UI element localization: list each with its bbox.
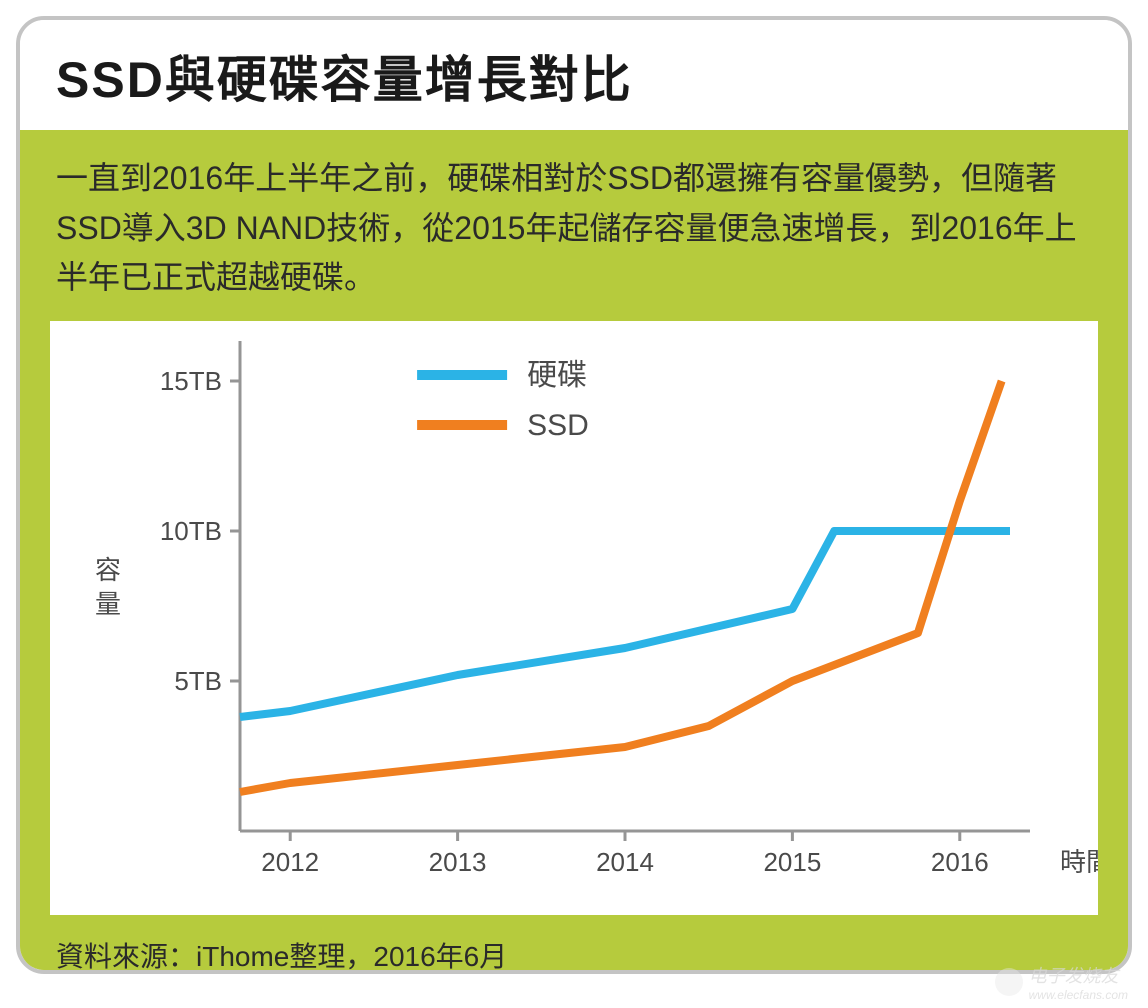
chart-panel: 5TB 10TB 15TB 2012 2013 2014 2015 2016 時間 容量 硬碟 SSD — [50, 321, 1098, 915]
y-tick-label: 5TB — [174, 666, 222, 696]
y-axis-title-char: 容 — [95, 555, 121, 585]
infographic-card: SSD與硬碟容量增長對比 一直到2016年上半年之前，硬碟相對於SSD都還擁有容… — [16, 16, 1132, 974]
watermark-text: 电子发烧友 — [1029, 962, 1128, 988]
watermark-logo-icon — [995, 968, 1023, 996]
x-tick-label: 2014 — [596, 847, 654, 877]
x-tick-label: 2013 — [429, 847, 487, 877]
card-subtitle: 一直到2016年上半年之前，硬碟相對於SSD都還擁有容量優勢，但隨著SSD導入3… — [50, 154, 1098, 321]
card-body: 一直到2016年上半年之前，硬碟相對於SSD都還擁有容量優勢，但隨著SSD導入3… — [20, 130, 1128, 974]
y-tick-label: 10TB — [160, 516, 222, 546]
series-SSD — [240, 381, 1002, 792]
title-bar: SSD與硬碟容量增長對比 — [20, 20, 1128, 130]
card-title: SSD與硬碟容量增長對比 — [56, 40, 1092, 112]
series-硬碟 — [240, 531, 1010, 717]
x-tick-label: 2016 — [931, 847, 989, 877]
x-axis-title: 時間 — [1060, 847, 1098, 877]
source-line: 資料來源：iThome整理，2016年6月 — [50, 915, 1098, 974]
y-tick-label: 15TB — [160, 366, 222, 396]
x-tick-label: 2015 — [763, 847, 821, 877]
x-tick-label: 2012 — [261, 847, 319, 877]
y-axis-title-char: 量 — [95, 589, 121, 619]
watermark-url: www.elecfans.com — [1029, 988, 1128, 1002]
line-chart: 5TB 10TB 15TB 2012 2013 2014 2015 2016 時間 容量 硬碟 SSD — [50, 321, 1098, 915]
legend-label: 硬碟 — [527, 359, 587, 392]
legend-label: SSD — [527, 409, 589, 442]
watermark: 电子发烧友 www.elecfans.com — [995, 962, 1128, 1002]
